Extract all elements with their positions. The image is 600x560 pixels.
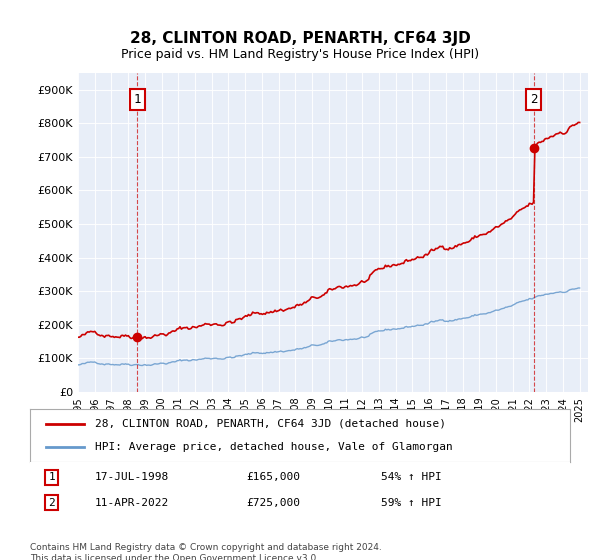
Text: Contains HM Land Registry data © Crown copyright and database right 2024.
This d: Contains HM Land Registry data © Crown c…: [30, 543, 382, 560]
Text: £165,000: £165,000: [246, 473, 300, 482]
Text: 1: 1: [48, 473, 55, 482]
Text: 28, CLINTON ROAD, PENARTH, CF64 3JD (detached house): 28, CLINTON ROAD, PENARTH, CF64 3JD (det…: [95, 419, 446, 429]
Text: 2: 2: [48, 498, 55, 507]
Text: HPI: Average price, detached house, Vale of Glamorgan: HPI: Average price, detached house, Vale…: [95, 442, 452, 452]
Text: 1: 1: [133, 93, 141, 106]
Text: 28, CLINTON ROAD, PENARTH, CF64 3JD: 28, CLINTON ROAD, PENARTH, CF64 3JD: [130, 31, 470, 46]
Text: 17-JUL-1998: 17-JUL-1998: [95, 473, 169, 482]
Text: 11-APR-2022: 11-APR-2022: [95, 498, 169, 507]
Text: 54% ↑ HPI: 54% ↑ HPI: [381, 473, 442, 482]
Text: 59% ↑ HPI: 59% ↑ HPI: [381, 498, 442, 507]
Text: Price paid vs. HM Land Registry's House Price Index (HPI): Price paid vs. HM Land Registry's House …: [121, 48, 479, 60]
Text: 2: 2: [530, 93, 538, 106]
Text: £725,000: £725,000: [246, 498, 300, 507]
